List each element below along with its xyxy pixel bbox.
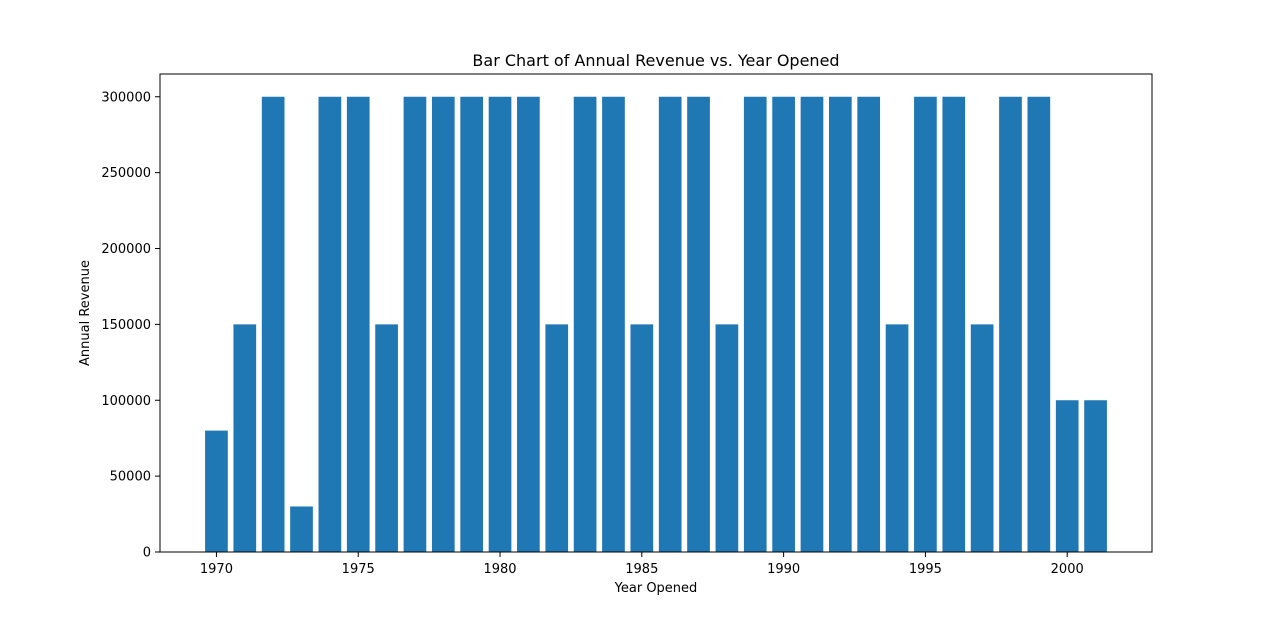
x-tick-label: 1980 (483, 562, 516, 577)
bar-1987 (687, 96, 710, 552)
bar-1993 (857, 96, 881, 552)
y-tick-label: 100000 (101, 394, 151, 409)
bar-1980 (488, 96, 512, 552)
bar-1983 (573, 96, 597, 552)
bar-group (205, 96, 1107, 552)
x-tick-label: 2000 (1051, 562, 1084, 577)
bar-1989 (743, 96, 767, 552)
bar-2001 (1084, 400, 1107, 552)
bar-1984 (602, 96, 625, 552)
bar-1973 (290, 506, 313, 552)
bar-1978 (431, 96, 455, 552)
y-tick-label: 0 (143, 546, 151, 561)
bar-1972 (261, 96, 285, 552)
x-axis-label: Year Opened (614, 581, 698, 596)
chart-title: Bar Chart of Annual Revenue vs. Year Ope… (472, 51, 839, 70)
bar-1990 (772, 96, 795, 552)
y-tick-label: 300000 (101, 90, 151, 105)
bar-1998 (999, 96, 1022, 552)
y-tick-label: 50000 (110, 470, 151, 485)
bar-1970 (205, 430, 228, 552)
bar-1979 (460, 96, 484, 552)
y-tick-label: 250000 (101, 166, 151, 181)
bar-2000 (1055, 400, 1079, 552)
bar-1994 (885, 324, 909, 552)
bar-1999 (1027, 96, 1051, 552)
bar-1996 (942, 96, 966, 552)
x-tick-label: 1995 (909, 562, 942, 577)
bar-1971 (233, 324, 257, 552)
bar-1982 (545, 324, 569, 552)
bar-1992 (828, 96, 852, 552)
bar-1977 (403, 96, 427, 552)
plot-area-frame (159, 73, 1153, 553)
bar-1974 (318, 96, 342, 552)
bar-1997 (970, 324, 994, 552)
bar-1991 (800, 96, 824, 552)
bar-1976 (375, 324, 398, 552)
bar-1986 (658, 96, 682, 552)
x-tick-label: 1990 (767, 562, 800, 577)
bar-1981 (517, 96, 540, 552)
y-tick-label: 200000 (101, 242, 151, 257)
bar-1995 (914, 96, 937, 552)
bar-1975 (346, 96, 370, 552)
bar-1985 (630, 324, 654, 552)
x-axis-ticks: 1970 1975 1980 1985 1990 1995 2000 (200, 552, 1084, 577)
x-tick-label: 1985 (625, 562, 658, 577)
x-tick-label: 1975 (342, 562, 375, 577)
y-tick-label: 150000 (101, 318, 151, 333)
y-axis-label: Annual Revenue (78, 260, 93, 366)
bar-1988 (715, 324, 739, 552)
x-tick-label: 1970 (200, 562, 233, 577)
y-axis-ticks: 0 50000 100000 150000 200000 250000 300000 (101, 90, 160, 561)
